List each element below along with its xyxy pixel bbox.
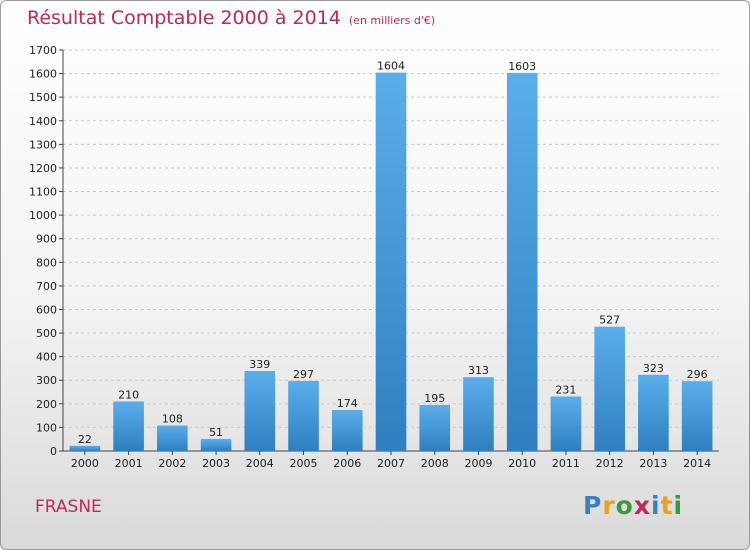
x-tick-label: 2004 (246, 457, 274, 470)
bar (157, 425, 188, 451)
logo-letter: t (660, 491, 674, 520)
data-label: 231 (555, 384, 576, 397)
x-tick-label: 2013 (639, 457, 667, 470)
chart-unit: (en milliers d'€) (348, 14, 436, 27)
data-label: 527 (599, 314, 620, 327)
bar (69, 445, 101, 451)
bar (550, 396, 582, 451)
data-label: 296 (687, 368, 708, 381)
x-tick-label: 2002 (158, 457, 186, 470)
data-label: 22 (78, 433, 92, 446)
data-label: 1604 (377, 60, 405, 73)
y-tick-label: 1000 (29, 209, 57, 222)
x-tick-label: 2006 (333, 457, 361, 470)
y-tick-label: 900 (36, 233, 57, 246)
bar (506, 72, 538, 451)
y-tick-label: 700 (36, 280, 57, 293)
y-tick-label: 200 (36, 398, 57, 411)
data-label: 108 (162, 413, 183, 426)
bar (375, 72, 407, 451)
data-label: 174 (337, 397, 358, 410)
bar (681, 381, 713, 451)
bar (638, 374, 669, 451)
bar (419, 405, 451, 451)
logo-letter: P (583, 491, 603, 520)
x-tick-label: 2005 (290, 457, 318, 470)
y-tick-label: 1100 (29, 186, 57, 199)
x-tick-label: 2003 (202, 457, 230, 470)
bar (113, 401, 144, 451)
y-tick-label: 800 (36, 256, 57, 269)
x-tick-label: 2014 (683, 457, 711, 470)
x-tick-label: 2001 (115, 457, 143, 470)
logo-letter: o (615, 491, 634, 520)
y-tick-label: 500 (36, 327, 57, 340)
y-tick-label: 1600 (29, 68, 57, 81)
data-label: 195 (424, 392, 445, 405)
bar (594, 326, 625, 451)
y-tick-label: 600 (36, 303, 57, 316)
bar (463, 377, 494, 451)
logo-letter: x (633, 491, 651, 520)
x-tick-label: 2008 (421, 457, 449, 470)
x-tick-label: 2010 (508, 457, 536, 470)
y-tick-label: 1200 (29, 162, 57, 175)
bar (288, 380, 319, 451)
town-name: FRASNE (35, 497, 102, 517)
x-tick-label: 2000 (71, 457, 99, 470)
y-tick-label: 1500 (29, 91, 57, 104)
data-label: 51 (209, 426, 223, 439)
data-label: 1603 (508, 60, 536, 73)
data-label: 323 (643, 362, 664, 375)
bar (244, 371, 276, 451)
y-tick-label: 400 (36, 351, 57, 364)
y-tick-label: 300 (36, 374, 57, 387)
chart-title: Résultat Comptable 2000 à 2014 (en millie… (27, 7, 435, 29)
data-label: 297 (293, 368, 314, 381)
x-tick-label: 2009 (464, 457, 492, 470)
bar (200, 438, 232, 451)
data-label: 313 (468, 364, 489, 377)
x-tick-label: 2011 (552, 457, 580, 470)
logo-letter: i (651, 491, 661, 520)
y-tick-label: 1400 (29, 115, 57, 128)
logo-letter: i (673, 491, 684, 520)
logo-letter: r (602, 491, 616, 520)
y-tick-label: 1300 (29, 138, 57, 151)
x-tick-label: 2007 (377, 457, 405, 470)
y-tick-label: 100 (36, 421, 57, 434)
chart-title-text: Résultat Comptable 2000 à 2014 (27, 7, 341, 29)
y-tick-label: 1700 (29, 44, 57, 57)
x-tick-label: 2012 (596, 457, 624, 470)
y-tick-label: 0 (50, 445, 57, 458)
proxiti-logo: Proxiti (583, 491, 683, 520)
data-label: 210 (118, 388, 139, 401)
bar (331, 409, 363, 451)
data-label: 339 (249, 358, 270, 371)
